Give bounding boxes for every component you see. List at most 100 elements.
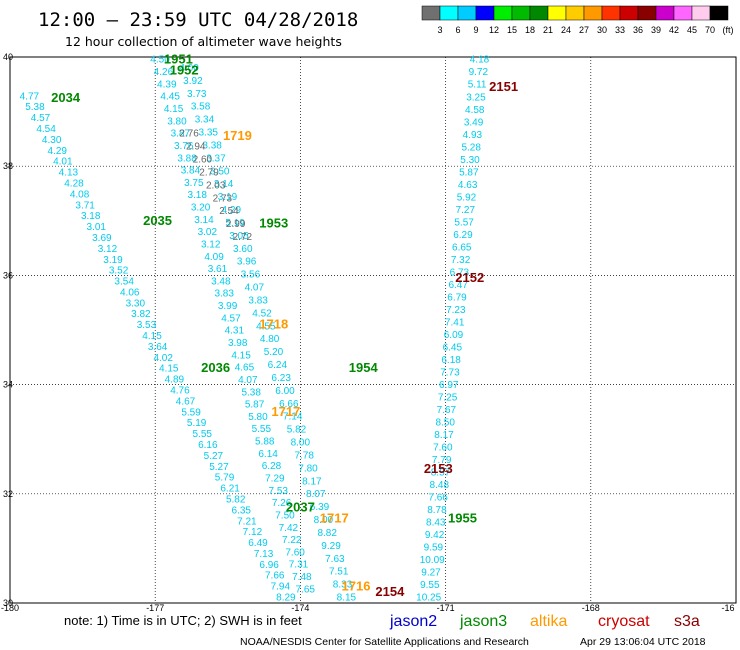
colorbar-swatch xyxy=(529,5,549,21)
wave-height-value: 5.20 xyxy=(264,347,284,358)
satellite-legend-item: altika xyxy=(530,613,567,630)
wave-height-value: 8.29 xyxy=(276,593,296,604)
wave-height-value: 5.57 xyxy=(454,217,474,228)
wave-height-value: 4.57 xyxy=(31,113,51,124)
wave-height-value: 5.87 xyxy=(459,167,479,178)
wave-height-value: 3.05 xyxy=(229,231,249,242)
wave-height-value: 8.00 xyxy=(291,438,311,449)
wave-height-value: 3.25 xyxy=(466,92,486,103)
pass-time-label: 2035 xyxy=(143,213,172,228)
wave-height-value: 7.94 xyxy=(271,582,291,593)
pass-time-label: 1951 xyxy=(164,52,193,67)
wave-height-value: 7.25 xyxy=(438,392,458,403)
wave-height-value: 4.54 xyxy=(36,124,56,135)
wave-height-value: 7.12 xyxy=(243,527,263,538)
colorbar-label: 15 xyxy=(507,25,517,35)
wave-height-value: 7.66 xyxy=(428,492,448,503)
wave-height-value: 7.73 xyxy=(440,367,460,378)
wave-height-value: 5.27 xyxy=(209,462,229,473)
wave-height-value: 4.77 xyxy=(20,91,40,102)
wave-height-value: 4.15 xyxy=(231,350,251,361)
pass-time-label: 2036 xyxy=(201,360,230,375)
wave-height-value: 9.27 xyxy=(421,568,441,579)
wave-height-value: 3.87 xyxy=(171,129,191,140)
wave-height-value: 3.96 xyxy=(237,257,257,268)
footer-credit: NOAA/NESDIS Center for Satellite Applica… xyxy=(240,636,529,648)
wave-height-value: 3.53 xyxy=(137,320,157,331)
wave-height-value: 5.92 xyxy=(457,192,477,203)
footer-timestamp: Apr 29 13:06:04 UTC 2018 xyxy=(580,636,706,648)
wave-height-value: 5.19 xyxy=(187,418,207,429)
wave-height-value: 3.18 xyxy=(81,211,101,222)
wave-height-value: 8.48 xyxy=(430,480,450,491)
wave-height-value: 8.57 xyxy=(431,467,451,478)
wave-height-value: 3.02 xyxy=(198,227,218,238)
wave-height-value: 5.28 xyxy=(461,142,481,153)
wave-height-value: 4.28 xyxy=(64,178,84,189)
wave-height-value: 3.49 xyxy=(464,117,484,128)
wave-height-value: 7.50 xyxy=(275,510,295,521)
wave-height-value: 7.67 xyxy=(437,405,457,416)
wave-height-value: 5.55 xyxy=(252,424,272,435)
wave-height-value: 7.41 xyxy=(445,317,465,328)
wave-height-value: 3.12 xyxy=(98,244,118,255)
colorbar-label: 21 xyxy=(543,25,553,35)
wave-height-value: 6.16 xyxy=(198,440,218,451)
pass-time-label: 1955 xyxy=(448,510,477,525)
latitude-tick-label: 40 xyxy=(3,52,13,62)
wave-height-value: 4.15 xyxy=(164,104,184,115)
longitude-tick-label: -177 xyxy=(146,603,164,613)
colorbar-label: (ft) xyxy=(723,25,734,35)
wave-height-value: 3.92 xyxy=(183,76,203,87)
colorbar-label: 3 xyxy=(437,25,442,35)
wave-height-value: 3.20 xyxy=(191,203,211,214)
wave-height-value: 4.07 xyxy=(238,375,258,386)
wave-height-value: 6.09 xyxy=(444,330,464,341)
wave-height-value: 3.19 xyxy=(103,255,123,266)
wave-height-value: 6.00 xyxy=(275,386,295,397)
wave-height-value: 3.83 xyxy=(248,295,268,306)
colorbar-swatch xyxy=(709,5,729,21)
pass-time-label: 1717 xyxy=(271,404,300,419)
wave-height-value: 7.60 xyxy=(433,442,453,453)
wave-height-value: 4.07 xyxy=(245,283,265,294)
wave-height-value: 7.80 xyxy=(298,463,318,474)
wave-height-value: 4.30 xyxy=(42,135,62,146)
longitude-tick-label: -16 xyxy=(721,603,734,613)
wave-height-value: 2.73 xyxy=(213,193,233,204)
wave-height-value: 3.18 xyxy=(187,190,207,201)
wave-height-value: 6.28 xyxy=(262,461,282,472)
wave-height-value: 4.63 xyxy=(458,180,478,191)
longitude-tick-label: -180 xyxy=(1,603,19,613)
wave-height-value: 5.19 xyxy=(225,218,245,229)
wave-height-value: 5.38 xyxy=(25,102,45,113)
wave-height-value: 3.38 xyxy=(202,140,222,151)
wave-height-value: 3.99 xyxy=(218,301,238,312)
colorbar-swatch xyxy=(493,5,513,21)
colorbar-label: 18 xyxy=(525,25,535,35)
wave-height-value: 3.19 xyxy=(218,192,238,203)
longitude-tick-label: -168 xyxy=(582,603,600,613)
longitude-tick-label: -174 xyxy=(291,603,309,613)
colorbar-swatch xyxy=(601,5,621,21)
wave-height-value: 7.31 xyxy=(289,560,309,571)
wave-height-value: 7.65 xyxy=(296,584,316,595)
colorbar-label: 36 xyxy=(633,25,643,35)
colorbar-label: 24 xyxy=(561,25,571,35)
wave-height-value: 7.27 xyxy=(456,205,476,216)
legend-note: note: 1) Time is in UTC; 2) SWH is in fe… xyxy=(64,613,302,628)
wave-height-value: 3.71 xyxy=(75,200,95,211)
wave-height-value: 2.76 xyxy=(179,128,199,139)
wave-height-value: 9.29 xyxy=(321,541,341,552)
wave-height-value: 3.64 xyxy=(148,342,168,353)
colorbar-label: 6 xyxy=(455,25,460,35)
wave-height-value: 4.00 xyxy=(179,63,199,74)
wave-height-value: 8.07 xyxy=(306,489,326,500)
plot-frame xyxy=(9,56,737,604)
wave-height-value: 6.49 xyxy=(248,538,268,549)
wave-height-value: 4.89 xyxy=(165,375,185,386)
pass-time-label: 2154 xyxy=(375,584,405,599)
wave-height-value: 6.73 xyxy=(450,267,470,278)
